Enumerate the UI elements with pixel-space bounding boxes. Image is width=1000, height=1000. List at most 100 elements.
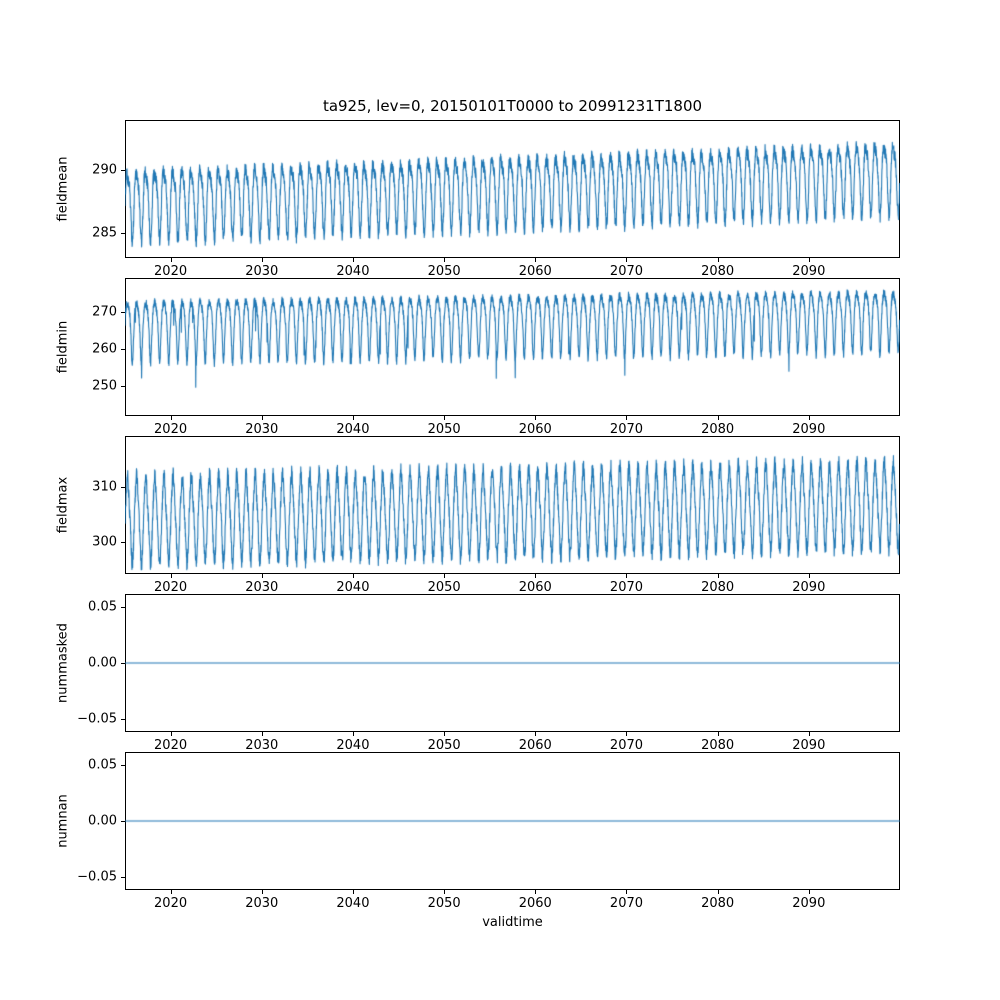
plot-area-nummasked: 2020 2030 2040 2050 2060 2070 2080 2090 0.05 0.00… [77, 594, 900, 753]
x-tick-label: 2050 [427, 580, 461, 595]
x-tick-label: 2070 [609, 422, 644, 437]
y-tick [121, 386, 125, 388]
x-tick [352, 732, 354, 736]
y-tick-label: 310 [92, 479, 117, 495]
y-tick-label: 0.05 [88, 757, 117, 773]
x-tick [717, 732, 719, 736]
x-tick-label: 2040 [336, 422, 370, 437]
x-tick-label: 2060 [518, 580, 552, 595]
x-tick-label: 2030 [245, 264, 279, 279]
x-tick [717, 574, 719, 578]
plot-area-fieldmax: 2020 2030 2040 2050 2060 2070 2080 2090 300 310 [92, 436, 900, 595]
x-tick-label: 2070 [609, 264, 644, 279]
x-tick [535, 258, 537, 262]
y-tick-label: 250 [92, 378, 117, 394]
series-line-canvas [125, 278, 900, 416]
x-tick-label: 2030 [245, 580, 279, 595]
y-tick-label: 0.00 [88, 813, 117, 829]
x-tick-label: 2040 [336, 264, 370, 279]
x-tick [535, 732, 537, 736]
x-tick [626, 890, 628, 894]
subplot-fieldmax: fieldmax 2020 2030 2040 2050 2060 2070 2080 209… [0, 436, 1000, 595]
subplot-nummasked: nummasked 2020 2030 2040 2050 2060 2070 2080 20… [0, 594, 1000, 753]
x-tick [535, 574, 537, 578]
x-tick-label: 2060 [518, 264, 552, 279]
y-tick [121, 348, 125, 350]
x-tick-label: 2070 [609, 896, 644, 911]
y-tick [121, 487, 125, 489]
subplot-fieldmean: fieldmean 2020 2030 2040 2050 2060 2070 2080 20… [0, 120, 1000, 279]
x-tick [170, 258, 172, 262]
x-tick-label: 2080 [701, 896, 735, 911]
x-tick-label: 2050 [427, 896, 461, 911]
x-tick [170, 574, 172, 578]
y-tick [121, 606, 125, 608]
x-tick-label: 2040 [336, 580, 370, 595]
y-tick [121, 821, 125, 822]
plot-area-fieldmean: 2020 2030 2040 2050 2060 2070 2080 2090 285 290 [92, 120, 900, 279]
series-line-canvas [125, 120, 900, 258]
x-tick [352, 574, 354, 578]
x-tick [261, 732, 263, 736]
x-tick-label: 2050 [427, 264, 461, 279]
plot-area-numnan: 2020 2030 2040 2050 2060 2070 2080 2090 0.05 0.00… [77, 752, 900, 911]
y-tick-label: 300 [92, 534, 117, 550]
x-tick-label: 2030 [245, 896, 279, 911]
x-tick [626, 416, 628, 420]
x-tick [535, 416, 537, 420]
x-tick-label: 2020 [154, 422, 188, 437]
series-line-canvas [125, 594, 900, 732]
y-tick [121, 541, 125, 543]
x-tick [717, 416, 719, 420]
x-tick [444, 416, 446, 420]
x-tick-label: 2070 [609, 580, 644, 595]
x-tick-label: 2050 [427, 738, 461, 753]
x-tick-label: 2020 [154, 896, 188, 911]
x-tick [170, 890, 172, 894]
x-tick [261, 890, 263, 894]
x-tick-label: 2060 [518, 896, 552, 911]
x-tick [535, 890, 537, 894]
x-tick [170, 732, 172, 736]
y-tick [121, 170, 125, 172]
x-tick [261, 574, 263, 578]
x-tick [808, 732, 810, 736]
x-tick-label: 2090 [792, 580, 826, 595]
x-tick [352, 258, 354, 262]
x-tick [444, 574, 446, 578]
x-tick [444, 258, 446, 262]
y-tick [121, 764, 125, 766]
y-tick [121, 719, 125, 721]
x-tick-label: 2020 [154, 264, 188, 279]
x-tick [444, 732, 446, 736]
x-tick [808, 258, 810, 262]
x-tick [170, 416, 172, 420]
x-tick [352, 416, 354, 420]
y-tick-label: 270 [92, 304, 117, 320]
y-tick [121, 877, 125, 879]
y-tick-label: 290 [92, 162, 117, 178]
y-tick-label: 260 [92, 341, 117, 357]
x-tick-label: 2080 [701, 580, 735, 595]
x-tick-label: 2030 [245, 738, 279, 753]
x-tick-label: 2080 [701, 264, 735, 279]
y-tick [121, 311, 125, 313]
figure-title: ta925, lev=0, 20150101T0000 to 20991231T… [322, 97, 703, 115]
x-tick [626, 574, 628, 578]
x-tick-label: 2020 [154, 738, 188, 753]
x-tick [717, 890, 719, 894]
x-tick-label: 2060 [518, 738, 552, 753]
x-tick-label: 2050 [427, 422, 461, 437]
y-tick-label: −0.05 [77, 869, 117, 885]
y-tick [121, 232, 125, 234]
x-tick [444, 890, 446, 894]
x-tick [808, 890, 810, 894]
x-tick-label: 2090 [792, 738, 826, 753]
x-tick-label: 2040 [336, 738, 370, 753]
x-tick-label: 2060 [518, 422, 552, 437]
y-tick-label: 285 [92, 225, 117, 241]
x-tick-label: 2090 [792, 422, 826, 437]
y-tick-label: −0.05 [77, 711, 117, 727]
x-tick-label: 2090 [792, 896, 826, 911]
x-tick-label: 2080 [701, 738, 735, 753]
